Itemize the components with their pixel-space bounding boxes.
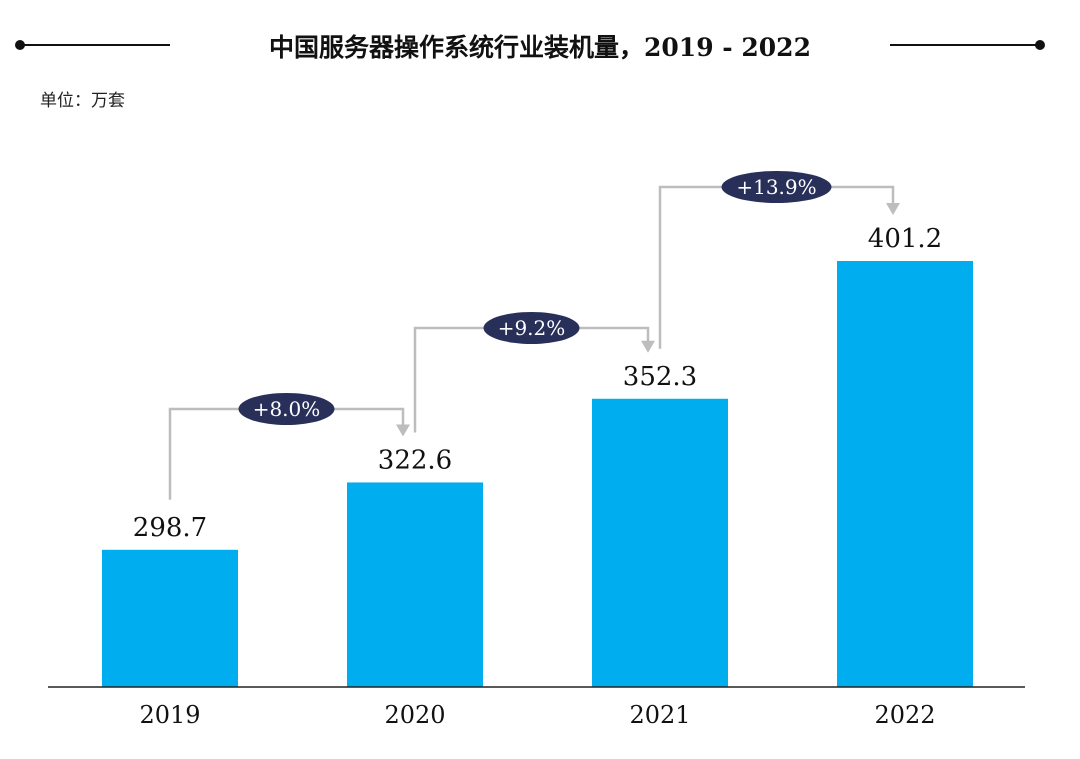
bar-2019 bbox=[102, 549, 238, 687]
value-label-2021: 352.3 bbox=[623, 362, 697, 392]
value-label-2022: 401.2 bbox=[868, 224, 942, 254]
unit-label: 单位：万套 bbox=[40, 91, 125, 111]
title-rule-dot-left bbox=[15, 40, 25, 50]
bar-2022 bbox=[837, 261, 973, 687]
growth-label-1: +9.2% bbox=[498, 316, 566, 340]
growth-pill-1 bbox=[483, 312, 580, 344]
x-tick-label-2019: 2019 bbox=[139, 701, 200, 729]
growth-label-2: +13.9% bbox=[736, 175, 816, 199]
growth-label-0: +8.0% bbox=[253, 397, 321, 421]
x-tick-label-2020: 2020 bbox=[384, 701, 445, 729]
title-rule-dot-right bbox=[1035, 40, 1045, 50]
bar-2021 bbox=[592, 398, 728, 687]
growth-arrow-0 bbox=[396, 424, 410, 437]
value-label-2020: 322.6 bbox=[378, 445, 452, 475]
value-label-2019: 298.7 bbox=[133, 513, 207, 543]
x-tick-label-2021: 2021 bbox=[629, 701, 690, 729]
growth-arrow-1 bbox=[641, 340, 655, 353]
growth-arrow-2 bbox=[886, 203, 900, 215]
x-tick-label-2022: 2022 bbox=[874, 701, 935, 729]
chart-title: 中国服务器操作系统行业装机量，2019 - 2022 bbox=[269, 33, 811, 62]
bar-2020 bbox=[347, 482, 483, 687]
growth-pill-0 bbox=[238, 393, 335, 425]
growth-pill-2 bbox=[721, 171, 832, 203]
